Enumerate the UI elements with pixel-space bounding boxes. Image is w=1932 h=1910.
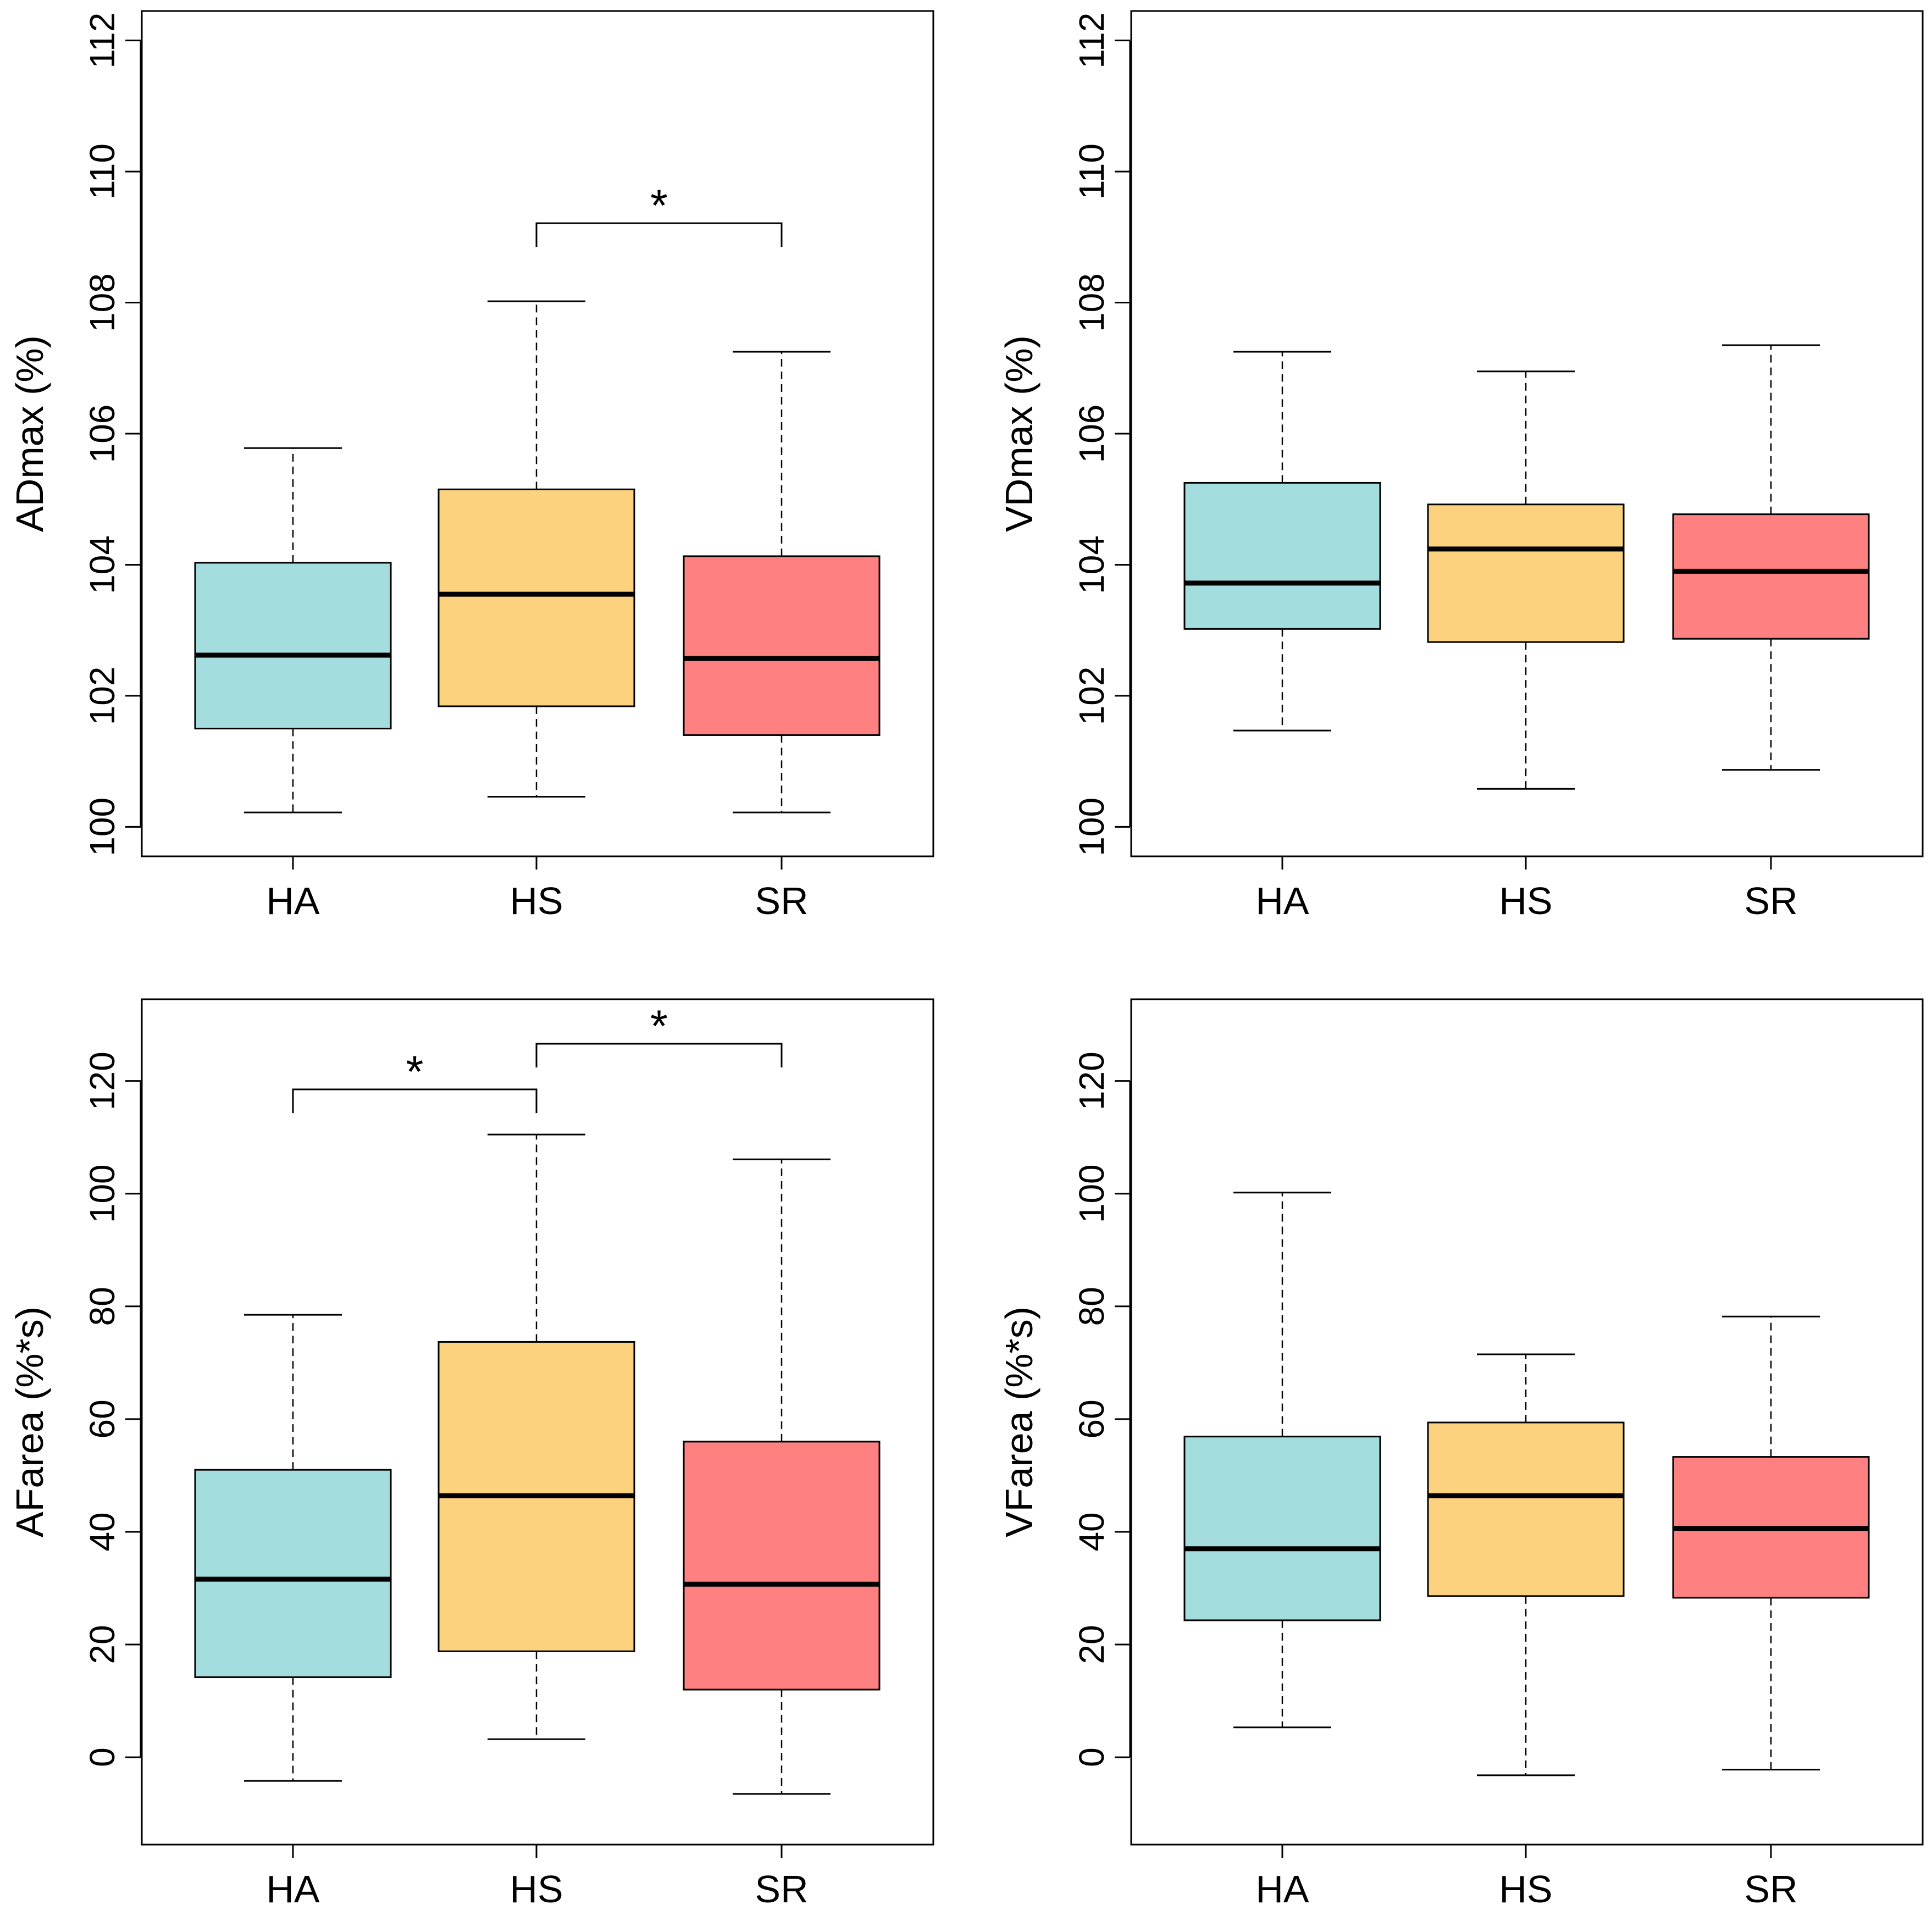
x-tick-label: HS <box>1499 1868 1552 1910</box>
iqr-box <box>1427 1421 1625 1597</box>
significance-ha-hs: * <box>292 1047 538 1114</box>
panel-vfarea: VFarea (%*s) 0 20 40 60 80 100 120 HA HS SR <box>998 998 1924 1910</box>
plot-frame <box>141 10 934 857</box>
x-tick-label: SR <box>1744 1868 1797 1910</box>
significance-star: * <box>650 1001 668 1051</box>
y-tick-label: 80 <box>1072 1287 1111 1326</box>
y-tick-label: 100 <box>82 798 122 856</box>
plot-frame <box>1130 10 1924 857</box>
box-sr <box>1672 1315 1870 1771</box>
y-tick-label: 112 <box>82 13 122 69</box>
significance-star: * <box>650 181 668 231</box>
x-tick-label: HA <box>266 1868 320 1910</box>
y-tick-label: 60 <box>1072 1399 1111 1438</box>
x-tick-label: HA <box>1255 1868 1309 1910</box>
box-ha <box>194 1314 392 1782</box>
y-tick-label: 100 <box>82 1164 122 1223</box>
iqr-box <box>1183 1436 1381 1621</box>
y-tick-label: 120 <box>82 1051 122 1110</box>
box-hs <box>1427 1353 1625 1776</box>
box-ha <box>1183 351 1381 732</box>
iqr-box <box>1672 513 1870 640</box>
y-tick-label: 100 <box>1072 1164 1111 1223</box>
x-tick-label: SR <box>755 879 808 922</box>
y-tick-label: 40 <box>82 1512 122 1551</box>
x-tick-label: HA <box>266 879 320 922</box>
significance-hs-sr: * <box>535 1001 783 1068</box>
significance-bracket <box>535 222 783 247</box>
y-tick-label: 104 <box>82 535 122 594</box>
x-tick-label: HS <box>1499 879 1552 922</box>
iqr-box <box>194 562 392 730</box>
y-tick-label: 40 <box>1072 1512 1111 1551</box>
y-tick-label: 120 <box>1072 1051 1111 1110</box>
x-tick-label: SR <box>755 1868 808 1910</box>
box-hs <box>438 1133 635 1740</box>
box-hs <box>1427 370 1625 790</box>
x-tick-label: HS <box>510 879 563 922</box>
significance-star: * <box>406 1047 424 1097</box>
y-axis-title: AFarea (%*s) <box>8 1306 51 1537</box>
y-tick-label: 80 <box>82 1287 122 1326</box>
box-sr <box>683 351 881 813</box>
y-tick-label: 104 <box>1072 535 1111 594</box>
plot-frame <box>1130 998 1924 1846</box>
y-tick-label: 0 <box>82 1747 122 1767</box>
significance-hs-sr: * <box>535 181 783 247</box>
panel-vdmax: VDmax (%) 100 102 104 106 108 110 112 HA HS SR <box>998 10 1924 922</box>
panel-afarea: AFarea (%*s) 0 20 40 60 80 100 120 HA HS SR * * <box>8 998 934 1910</box>
y-tick-label: 106 <box>1072 405 1111 463</box>
iqr-box <box>683 555 881 736</box>
iqr-box <box>683 1441 881 1691</box>
iqr-box <box>1427 503 1625 643</box>
y-tick-label: 106 <box>82 405 122 463</box>
y-tick-label: 110 <box>1072 143 1111 200</box>
iqr-box <box>194 1469 392 1678</box>
iqr-box <box>438 488 635 707</box>
y-tick-label: 108 <box>82 273 122 332</box>
y-tick-label: 20 <box>82 1625 122 1664</box>
y-tick-label: 100 <box>1072 798 1111 856</box>
y-tick-label: 108 <box>1072 273 1111 332</box>
x-tick-label: SR <box>1744 879 1797 922</box>
iqr-box <box>1183 481 1381 630</box>
x-tick-label: HS <box>510 1868 563 1910</box>
box-ha <box>194 447 392 813</box>
plot-frame <box>141 998 934 1846</box>
y-axis-title: VFarea (%*s) <box>998 1306 1040 1537</box>
panel-admax: ADmax (%) 100 102 104 106 108 110 112 HA HS SR * <box>8 10 934 922</box>
y-tick-label: 20 <box>1072 1625 1111 1664</box>
y-axis-title: ADmax (%) <box>8 335 51 532</box>
box-sr <box>683 1158 881 1795</box>
y-axis-title: VDmax (%) <box>998 335 1040 532</box>
y-tick-label: 102 <box>1072 667 1111 726</box>
x-tick-label: HA <box>1255 879 1309 922</box>
y-tick-label: 112 <box>1072 13 1111 69</box>
y-tick-label: 0 <box>1072 1747 1111 1767</box>
y-tick-label: 60 <box>82 1399 122 1438</box>
box-hs <box>438 300 635 798</box>
significance-bracket <box>292 1088 538 1114</box>
box-ha <box>1183 1192 1381 1729</box>
significance-bracket <box>535 1043 783 1068</box>
y-tick-label: 102 <box>82 667 122 726</box>
y-tick-label: 110 <box>82 143 122 200</box>
box-sr <box>1672 344 1870 771</box>
